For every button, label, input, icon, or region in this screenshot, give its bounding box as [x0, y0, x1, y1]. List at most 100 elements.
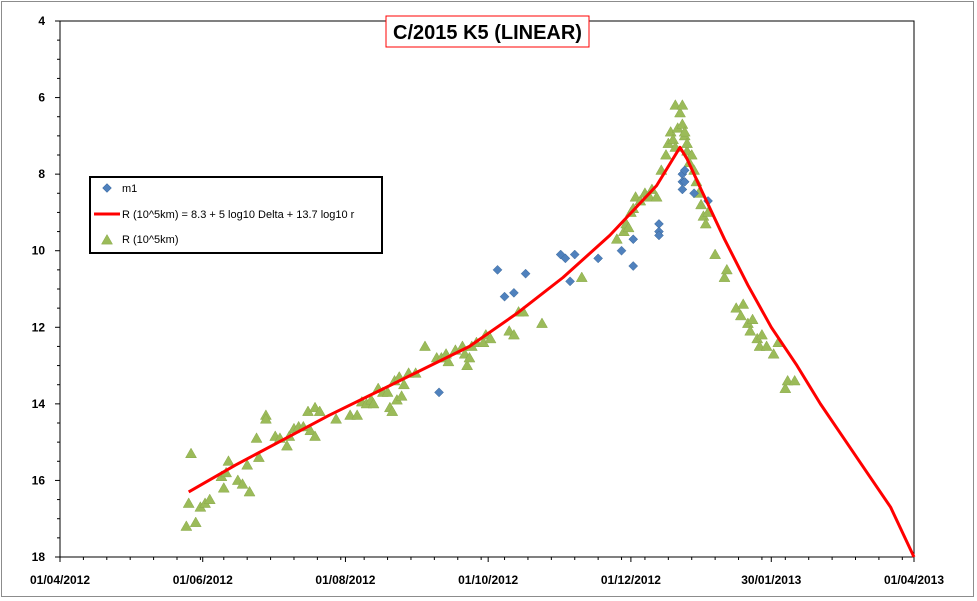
legend-entry-model: R (10^5km) = 8.3 + 5 log10 Delta + 13.7 …	[94, 209, 355, 221]
m1-point	[434, 387, 444, 398]
r-point	[309, 430, 321, 441]
r-point	[304, 424, 317, 436]
chart-title: C/2015 K5 (LINEAR)	[385, 15, 590, 48]
x-axis: 01/04/2012 01/06/2012 01/08/2012 01/10/2012…	[30, 557, 944, 587]
model-line	[187, 145, 916, 558]
r-point	[676, 118, 689, 129]
y-tick-label: 6	[38, 91, 45, 105]
r-point	[681, 137, 693, 148]
r-point	[760, 340, 773, 351]
legend-entry-R: R (10^5km)	[101, 233, 179, 246]
r-point	[678, 126, 691, 137]
chart-title-text: C/2015 K5 (LINEAR)	[393, 22, 582, 44]
chart-title-box	[385, 15, 590, 48]
r-point	[709, 248, 722, 259]
r-point	[755, 328, 768, 340]
r-point	[695, 198, 708, 210]
r-point	[536, 317, 548, 328]
r-point	[461, 359, 474, 370]
r-point	[575, 271, 588, 282]
legend: m1 R (10^5km) = 8.3 + 5 log10 Delta + 13.…	[89, 176, 383, 254]
r-point	[182, 497, 195, 508]
series-layer	[180, 99, 916, 558]
legend-label-model: R (10^5km) = 8.3 + 5 log10 Delta + 13.7 …	[122, 209, 355, 221]
r-point	[189, 516, 202, 527]
m1-point	[509, 287, 519, 298]
r-point	[241, 459, 254, 470]
r-point	[185, 447, 197, 459]
m1-point	[520, 268, 531, 279]
legend-swatch-m1	[102, 183, 112, 193]
r-point	[250, 432, 263, 443]
r-point	[720, 263, 733, 275]
r-point	[699, 217, 712, 229]
r-point	[463, 351, 476, 363]
r-point	[746, 313, 759, 325]
r-point	[734, 309, 747, 321]
r-point	[779, 382, 792, 393]
m1-point	[628, 234, 639, 245]
x-tick-label: 30/01/2013	[741, 573, 801, 587]
r-point	[788, 374, 801, 386]
m1-point	[560, 253, 571, 264]
r-point	[718, 271, 731, 282]
r-point	[650, 191, 663, 202]
r-point	[674, 106, 686, 118]
m1-point	[569, 249, 580, 260]
r-point	[330, 413, 343, 424]
y-tick-label: 12	[32, 320, 46, 334]
r-point	[767, 348, 780, 359]
legend-box	[89, 176, 383, 254]
r-point	[243, 485, 256, 497]
r-point	[386, 405, 399, 416]
r-point	[685, 148, 698, 160]
legend-label-R: R (10^5km)	[122, 234, 179, 246]
m1-point	[689, 188, 699, 199]
m1-point	[492, 265, 503, 275]
plot-border	[59, 20, 915, 558]
m1-point	[565, 276, 575, 287]
m1-point	[499, 291, 510, 302]
legend-entry-m1: m1	[102, 183, 137, 195]
r-point	[281, 439, 293, 451]
r-point	[252, 451, 265, 462]
r-point	[610, 233, 623, 244]
r-point	[744, 325, 757, 336]
r-point	[484, 332, 497, 344]
m1-point	[616, 245, 627, 256]
y-tick-label: 4	[38, 14, 45, 28]
m1-point	[679, 165, 690, 176]
plot-area	[59, 20, 915, 558]
r-point	[180, 520, 193, 531]
y-tick-label: 16	[32, 473, 46, 487]
r-point	[259, 413, 272, 424]
x-tick-label: 01/06/2012	[173, 573, 233, 587]
legend-label-m1: m1	[122, 183, 137, 195]
r-point	[236, 478, 249, 489]
x-tick-label: 01/04/2013	[884, 573, 944, 587]
r-point	[398, 378, 410, 390]
r-point	[737, 298, 750, 309]
r-point	[222, 455, 235, 466]
x-tick-label: 01/12/2012	[601, 573, 661, 587]
x-tick-label: 01/04/2012	[30, 573, 90, 587]
r-point	[507, 328, 520, 340]
y-tick-label: 8	[38, 167, 45, 181]
x-tick-label: 01/08/2012	[315, 573, 375, 587]
r-point	[395, 390, 408, 401]
y-tick-label: 14	[32, 397, 46, 411]
r-point	[351, 409, 364, 420]
r-point	[676, 99, 689, 110]
m1-point	[654, 230, 664, 241]
y-tick-label: 18	[32, 550, 46, 564]
r-point	[203, 493, 216, 504]
r-point	[667, 133, 679, 145]
r-point	[622, 221, 635, 233]
r-point	[381, 386, 394, 397]
r-point	[660, 148, 672, 160]
r-point	[442, 355, 455, 367]
m1-point	[593, 253, 603, 264]
m1-point	[677, 184, 688, 195]
